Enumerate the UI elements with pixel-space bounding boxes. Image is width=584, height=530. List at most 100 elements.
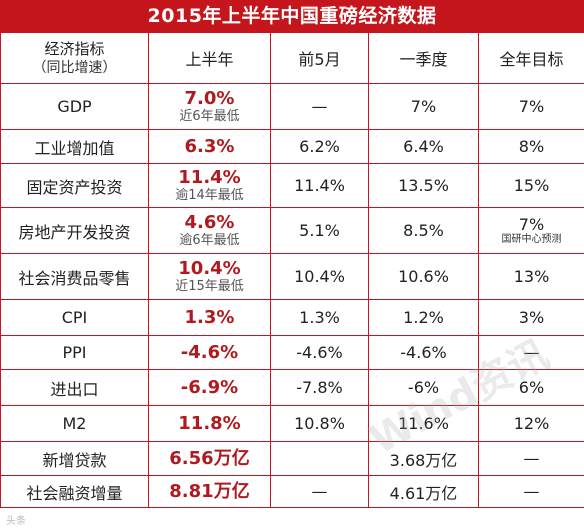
table-row: CPI 1.3% 1.3% 1.2% 3% bbox=[0, 299, 584, 336]
first-half-value: 4.6% bbox=[184, 212, 235, 233]
first-half-cell: -4.6% bbox=[148, 335, 271, 370]
first-half-cell: 11.8% bbox=[148, 405, 271, 442]
indicator-label: 房地产开发投资 bbox=[18, 222, 131, 242]
target-note: 国研中心预测 bbox=[501, 234, 562, 245]
q1-value: -6% bbox=[407, 378, 440, 397]
q1-cell: -4.6% bbox=[368, 335, 479, 370]
target-cell: 13% bbox=[478, 253, 584, 300]
target-value: 7% bbox=[518, 97, 545, 116]
table-row: GDP 7.0% 近6年最低 — 7% 7% bbox=[0, 83, 584, 130]
five-month-cell: 5.1% bbox=[270, 207, 369, 254]
five-month-value: -4.6% bbox=[296, 343, 343, 362]
first-half-value: 7.0% bbox=[184, 88, 235, 109]
first-half-cell: 8.81万亿 bbox=[148, 475, 271, 508]
first-half-value: 10.4% bbox=[178, 258, 241, 279]
five-month-cell bbox=[270, 441, 369, 476]
first-half-cell: 6.3% bbox=[148, 129, 271, 164]
indicator-name: 工业增加值 bbox=[0, 129, 149, 164]
header-row: 经济指标 （同比增速） 上半年 前5月 一季度 全年目标 bbox=[0, 32, 584, 84]
five-month-value: — bbox=[311, 482, 328, 501]
q1-value: 11.6% bbox=[398, 414, 449, 433]
five-month-value: 6.2% bbox=[299, 137, 340, 156]
q1-cell: 13.5% bbox=[368, 163, 479, 208]
first-half-cell: 1.3% bbox=[148, 299, 271, 336]
q1-cell: 6.4% bbox=[368, 129, 479, 164]
first-half-cell: 10.4% 近15年最低 bbox=[148, 253, 271, 300]
target-value: 3% bbox=[518, 308, 545, 327]
five-month-cell: 10.8% bbox=[270, 405, 369, 442]
q1-value: 8.5% bbox=[403, 221, 444, 240]
q1-cell: 11.6% bbox=[368, 405, 479, 442]
first-half-cell: -6.9% bbox=[148, 369, 271, 406]
q1-cell: 10.6% bbox=[368, 253, 479, 300]
table-row: 工业增加值 6.3% 6.2% 6.4% 8% bbox=[0, 129, 584, 164]
five-month-cell: 11.4% bbox=[270, 163, 369, 208]
header-annual-target: 全年目标 bbox=[478, 32, 584, 84]
q1-cell: 4.61万亿 bbox=[368, 475, 479, 508]
five-month-cell: 10.4% bbox=[270, 253, 369, 300]
five-month-cell: 6.2% bbox=[270, 129, 369, 164]
q1-value: 10.6% bbox=[398, 267, 449, 286]
table-title: 2015年上半年中国重磅经济数据 bbox=[0, 0, 584, 32]
q1-value: 1.2% bbox=[403, 308, 444, 327]
target-value: 8% bbox=[518, 137, 545, 156]
target-value: — bbox=[523, 482, 540, 501]
target-cell: 6% bbox=[478, 369, 584, 406]
q1-cell: 7% bbox=[368, 83, 479, 130]
header-indicator: 经济指标 （同比增速） bbox=[0, 32, 149, 84]
first-half-note: 近15年最低 bbox=[175, 279, 244, 294]
q1-cell: 1.2% bbox=[368, 299, 479, 336]
economic-data-table: 经济指标 （同比增速） 上半年 前5月 一季度 全年目标 GDP 7.0% 近6年最低… bbox=[0, 32, 584, 508]
first-half-note: 逾14年最低 bbox=[175, 188, 244, 203]
indicator-name: 固定资产投资 bbox=[0, 163, 149, 208]
indicator-name: 社会融资增量 bbox=[0, 475, 149, 508]
five-month-cell: — bbox=[270, 83, 369, 130]
q1-cell: 3.68万亿 bbox=[368, 441, 479, 476]
first-half-value: 6.56万亿 bbox=[169, 447, 250, 469]
first-half-note: 近6年最低 bbox=[179, 109, 240, 124]
indicator-label: 新增贷款 bbox=[42, 450, 107, 470]
first-half-cell: 7.0% 近6年最低 bbox=[148, 83, 271, 130]
five-month-cell: -4.6% bbox=[270, 335, 369, 370]
header-q1: 一季度 bbox=[368, 32, 479, 84]
target-cell: — bbox=[478, 475, 584, 508]
five-month-value: 1.3% bbox=[299, 308, 340, 327]
table-row: 社会融资增量 8.81万亿 — 4.61万亿 — bbox=[0, 475, 584, 508]
indicator-label: 固定资产投资 bbox=[26, 177, 123, 197]
q1-value: 7% bbox=[410, 97, 437, 116]
five-month-value: 10.8% bbox=[294, 414, 345, 433]
five-month-value: — bbox=[311, 97, 328, 116]
q1-cell: 8.5% bbox=[368, 207, 479, 254]
target-cell: 3% bbox=[478, 299, 584, 336]
five-month-value: 11.4% bbox=[294, 176, 345, 195]
q1-value: -4.6% bbox=[400, 343, 447, 362]
five-month-cell: — bbox=[270, 475, 369, 508]
indicator-name: CPI bbox=[0, 299, 149, 336]
indicator-name: 进出口 bbox=[0, 369, 149, 406]
indicator-label: GDP bbox=[57, 97, 92, 116]
target-value: 6% bbox=[518, 378, 545, 397]
target-cell: — bbox=[478, 335, 584, 370]
first-half-value: 1.3% bbox=[184, 306, 235, 328]
indicator-label: PPI bbox=[62, 343, 87, 362]
first-half-note: 逾6年最低 bbox=[179, 233, 240, 248]
table-row: 房地产开发投资 4.6% 逾6年最低 5.1% 8.5% 7% 国研中心预测 bbox=[0, 207, 584, 254]
target-value: 13% bbox=[513, 267, 550, 286]
target-cell: 12% bbox=[478, 405, 584, 442]
first-half-value: 8.81万亿 bbox=[169, 480, 250, 502]
indicator-label: 工业增加值 bbox=[34, 138, 115, 158]
indicator-name: PPI bbox=[0, 335, 149, 370]
table-row: 固定资产投资 11.4% 逾14年最低 11.4% 13.5% 15% bbox=[0, 163, 584, 208]
indicator-label: 社会融资增量 bbox=[26, 483, 123, 503]
first-half-value: 11.4% bbox=[178, 167, 241, 188]
target-value: 12% bbox=[513, 414, 550, 433]
table-row: 社会消费品零售 10.4% 近15年最低 10.4% 10.6% 13% bbox=[0, 253, 584, 300]
five-month-cell: -7.8% bbox=[270, 369, 369, 406]
q1-cell: -6% bbox=[368, 369, 479, 406]
first-half-value: 6.3% bbox=[184, 135, 235, 157]
table-row: 进出口 -6.9% -7.8% -6% 6% bbox=[0, 369, 584, 406]
five-month-cell: 1.3% bbox=[270, 299, 369, 336]
target-value: — bbox=[523, 449, 540, 468]
first-half-cell: 4.6% 逾6年最低 bbox=[148, 207, 271, 254]
